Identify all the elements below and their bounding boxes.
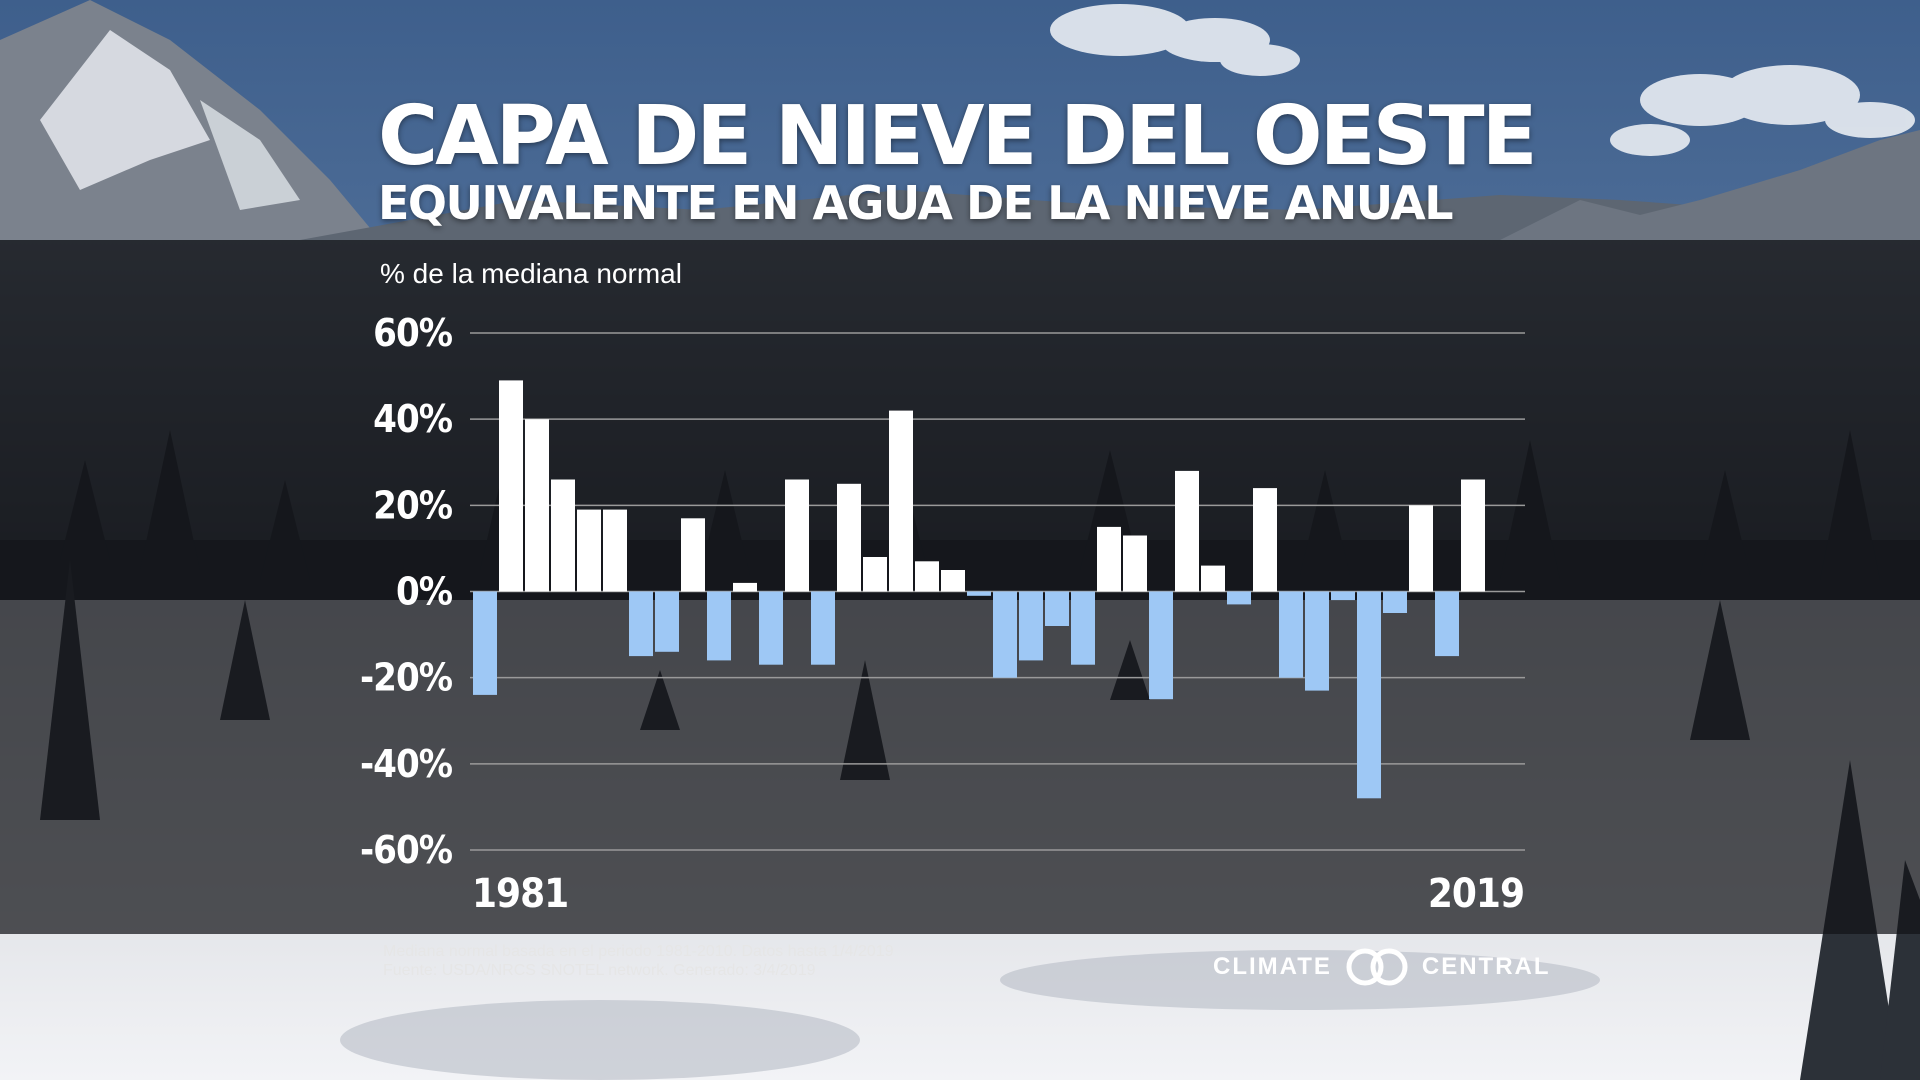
- bar-2019: [1461, 479, 1485, 592]
- bar-1984: [551, 479, 575, 592]
- bar-2017: [1409, 505, 1433, 592]
- y-tick-label: -20%: [360, 656, 453, 700]
- bar-2018: [1435, 591, 1459, 657]
- footnote-note: Mediana normal basada en el periodo 1981…: [383, 943, 894, 960]
- bar-1995: [837, 483, 861, 592]
- y-axis-label: % de la mediana normal: [380, 258, 682, 289]
- bar-1990: [707, 591, 731, 661]
- bar-2014: [1331, 591, 1355, 601]
- bar-1988: [655, 591, 679, 652]
- bar-1983: [525, 419, 549, 592]
- bar-2008: [1175, 470, 1199, 592]
- bar-1981: [473, 591, 497, 695]
- y-tick-label: -40%: [360, 742, 453, 786]
- bar-2002: [1019, 591, 1043, 661]
- bar-1986: [603, 509, 627, 592]
- bar-2003: [1045, 591, 1069, 626]
- bar-1982: [499, 380, 523, 592]
- bar-2009: [1201, 565, 1225, 592]
- bar-1991: [733, 582, 757, 592]
- bar-2007: [1149, 591, 1173, 700]
- x-axis-start-label: 1981: [472, 871, 568, 917]
- bar-1985: [577, 509, 601, 592]
- bar-1998: [915, 561, 939, 592]
- bar-2000: [967, 591, 991, 596]
- bar-2010: [1227, 591, 1251, 605]
- bar-1996: [863, 557, 887, 592]
- bar-1992: [759, 591, 783, 665]
- y-tick-label: 0%: [396, 570, 453, 614]
- bar-1993: [785, 479, 809, 592]
- y-tick-label: -60%: [360, 828, 453, 872]
- bar-1999: [941, 570, 965, 592]
- bar-1987: [629, 591, 653, 657]
- logo-text-right: CENTRAL: [1421, 953, 1551, 980]
- chart-title: CAPA DE NIEVE DEL OESTE: [378, 89, 1538, 184]
- bar-2015: [1357, 591, 1381, 799]
- bar-2012: [1279, 591, 1303, 678]
- x-axis-end-label: 2019: [1428, 871, 1524, 917]
- bar-2004: [1071, 591, 1095, 665]
- bar-2006: [1123, 535, 1147, 592]
- bar-1994: [811, 591, 835, 665]
- y-tick-label: 20%: [373, 483, 453, 527]
- bar-2011: [1253, 488, 1277, 592]
- y-axis-ticks: 60% 40% 20% 0% -20% -40% -60%: [360, 311, 454, 872]
- chart-subtitle: EQUIVALENTE EN AGUA DE LA NIEVE ANUAL: [378, 176, 1454, 230]
- bar-2005: [1097, 526, 1121, 592]
- logo-text-left: CLIMATE: [1213, 953, 1332, 980]
- y-tick-label: 60%: [373, 311, 453, 355]
- bars: [473, 380, 1485, 799]
- bar-1989: [681, 518, 705, 592]
- bar-1997: [889, 410, 913, 592]
- logo-rings-icon: [1346, 948, 1408, 986]
- footnote-source: Fuente: USDA/NRCS SNOTEL network. Genera…: [383, 962, 816, 979]
- bar-2001: [993, 591, 1017, 678]
- climate-central-logo: CLIMATE CENTRAL: [1213, 945, 1551, 989]
- bar-2016: [1383, 591, 1407, 613]
- y-tick-label: 40%: [373, 397, 453, 441]
- bar-2013: [1305, 591, 1329, 691]
